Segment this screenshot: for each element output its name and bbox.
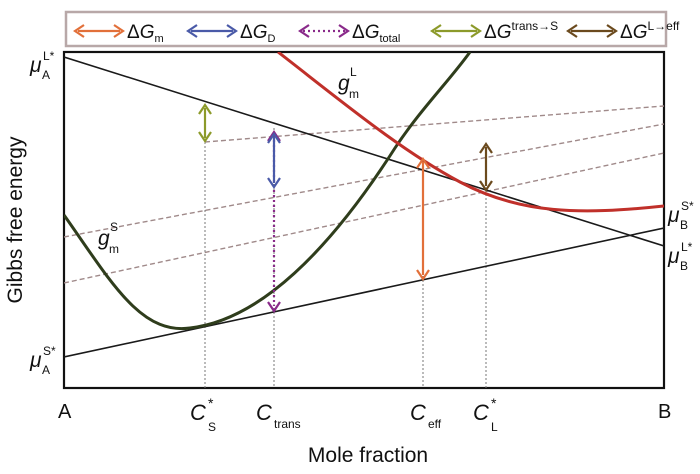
- svg-text:B: B: [680, 259, 688, 273]
- label-mu-a-liquid: μ A L*: [29, 49, 55, 82]
- legend-label: ΔGtotal: [352, 22, 400, 45]
- solid-free-energy-curve: [64, 52, 472, 331]
- parallel-line-1: [64, 123, 664, 238]
- legend-label: ΔGm: [127, 22, 164, 45]
- legend-item-2: ΔGD: [186, 22, 275, 45]
- svg-text:g: g: [98, 227, 110, 250]
- svg-text:S: S: [208, 420, 216, 434]
- legend-label: ΔGD: [240, 22, 275, 45]
- svg-text:S*: S*: [681, 199, 694, 213]
- legend: ΔGm ΔGD ΔGtotal ΔGtrans→S ΔGL→eff: [64, 10, 680, 48]
- arrow-dg-d: [267, 132, 281, 189]
- svg-text:C: C: [256, 400, 272, 425]
- x-tick-cs: C S *: [190, 395, 216, 434]
- x-label-a: A: [58, 401, 72, 423]
- svg-text:μ: μ: [29, 349, 42, 372]
- svg-text:*: *: [208, 395, 214, 411]
- svg-text:μ: μ: [667, 245, 680, 268]
- svg-text:S*: S*: [43, 344, 56, 358]
- legend-items: ΔGm ΔGD ΔGtotal ΔGtrans→S ΔGL→eff: [73, 19, 680, 45]
- svg-text:m: m: [109, 242, 119, 256]
- arrow-dg-l-eff: [479, 142, 493, 192]
- svg-text:L*: L*: [43, 49, 55, 63]
- svg-text:μ: μ: [667, 204, 680, 227]
- svg-text:eff: eff: [428, 417, 442, 431]
- label-solid-curve: g m S: [98, 220, 119, 256]
- label-mu-b-solid: μ B S*: [667, 199, 694, 232]
- plot-frame: [62, 50, 666, 390]
- x-tick-ctrans: C trans: [256, 400, 301, 431]
- arrow-dg-m: [416, 157, 430, 281]
- svg-text:C: C: [410, 400, 426, 425]
- svg-text:S: S: [110, 220, 118, 234]
- parallel-line-2: [64, 152, 664, 284]
- svg-text:L*: L*: [681, 240, 693, 254]
- parallel-line-trans: [204, 105, 664, 143]
- svg-text:C: C: [473, 400, 489, 425]
- arrow-dg-total: [267, 130, 281, 313]
- x-axis-title: Mole fraction: [308, 444, 428, 467]
- svg-text:A: A: [42, 68, 50, 82]
- legend-label: ΔGL→eff: [620, 19, 680, 43]
- legend-item-5: ΔGL→eff: [566, 19, 680, 43]
- plot-area: [64, 52, 664, 388]
- svg-text:A: A: [42, 363, 50, 377]
- svg-text:B: B: [680, 218, 688, 232]
- legend-label: ΔGtrans→S: [484, 19, 558, 43]
- solid-common-tangent: [64, 227, 664, 358]
- svg-text:trans: trans: [274, 417, 301, 431]
- x-tick-cl: C L *: [473, 395, 498, 434]
- legend-item-1: ΔGm: [73, 22, 164, 45]
- legend-item-4: ΔGtrans→S: [430, 19, 558, 43]
- liquid-common-tangent: [64, 56, 664, 247]
- legend-item-3: ΔGtotal: [298, 22, 400, 45]
- svg-text:C: C: [190, 400, 206, 425]
- svg-text:L: L: [491, 420, 498, 434]
- svg-text:μ: μ: [29, 54, 42, 77]
- liquid-free-energy-curve: [277, 52, 664, 213]
- arrow-dg-trans-s: [198, 103, 212, 143]
- svg-text:g: g: [338, 72, 350, 95]
- y-axis-title: Gibbs free energy: [4, 136, 27, 303]
- label-liquid-curve: g m L: [338, 65, 359, 101]
- x-tick-ceff: C eff: [410, 400, 442, 431]
- svg-text:m: m: [349, 87, 359, 101]
- svg-text:*: *: [491, 395, 497, 411]
- x-label-b: B: [658, 401, 671, 423]
- legend-frame: [64, 10, 668, 48]
- label-mu-a-solid: μ A S*: [29, 344, 56, 377]
- label-mu-b-liquid: μ B L*: [667, 240, 693, 273]
- svg-text:L: L: [350, 65, 357, 79]
